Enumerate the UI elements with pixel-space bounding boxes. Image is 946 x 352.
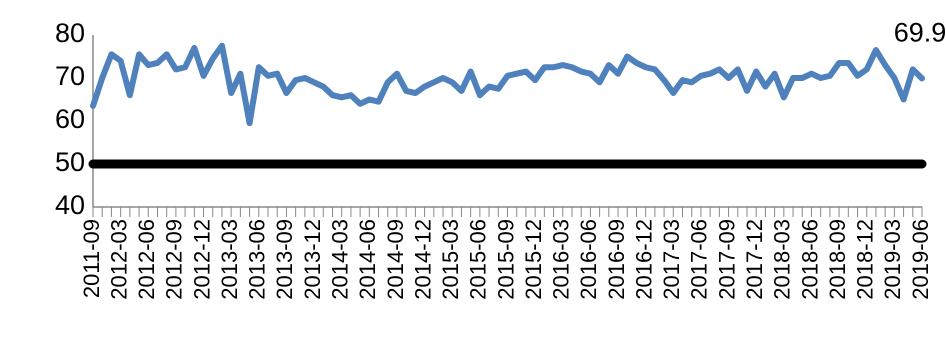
x-tick-label: 2014-09 bbox=[383, 219, 408, 300]
x-tick-label: 2013-03 bbox=[217, 219, 242, 300]
x-tick-label: 2018-06 bbox=[797, 219, 822, 300]
x-tick-label: 2015-06 bbox=[466, 219, 491, 300]
series-line bbox=[90, 42, 925, 127]
x-tick-label: 2017-06 bbox=[687, 219, 712, 300]
x-tick-label: 2018-09 bbox=[825, 219, 850, 300]
x-tick-label: 2014-12 bbox=[410, 219, 435, 300]
x-tick-label: 2016-12 bbox=[631, 219, 656, 300]
x-tick-label: 2015-12 bbox=[521, 219, 546, 300]
x-tick-label: 2018-03 bbox=[770, 219, 795, 300]
x-tick-label: 2015-03 bbox=[438, 219, 463, 300]
x-tick-label: 2015-09 bbox=[493, 219, 518, 300]
x-tick-label: 2011-09 bbox=[79, 219, 104, 298]
data-label: 69.9 bbox=[894, 18, 946, 48]
x-tick-label: 2013-12 bbox=[300, 219, 325, 300]
x-tick-label: 2016-06 bbox=[576, 219, 601, 300]
y-tick-label: 70 bbox=[55, 61, 85, 91]
y-tick-label: 50 bbox=[55, 147, 85, 177]
x-tick-label: 2017-03 bbox=[659, 219, 684, 300]
x-tick-label: 2013-09 bbox=[272, 219, 297, 300]
x-tick-label: 2012-12 bbox=[189, 219, 214, 300]
y-tick-label: 80 bbox=[55, 18, 85, 48]
x-tick-label: 2012-03 bbox=[106, 219, 131, 300]
x-tick-label: 2012-06 bbox=[134, 219, 159, 300]
y-tick-label: 40 bbox=[55, 190, 85, 220]
x-tick-label: 2018-12 bbox=[853, 219, 878, 300]
x-tick-label: 2016-03 bbox=[549, 219, 574, 300]
x-tick-label: 2017-12 bbox=[742, 219, 767, 300]
y-tick-label: 60 bbox=[55, 104, 85, 134]
x-tick-label: 2012-09 bbox=[162, 219, 187, 300]
x-tick-label: 2014-06 bbox=[355, 219, 380, 300]
x-tick-label: 2017-09 bbox=[714, 219, 739, 300]
x-tick-label: 2019-06 bbox=[908, 219, 933, 300]
x-tick-label: 2014-03 bbox=[328, 219, 353, 300]
x-tick-label: 2013-06 bbox=[245, 219, 270, 300]
x-tick-label: 2019-03 bbox=[880, 219, 905, 300]
x-tick-label: 2016-09 bbox=[604, 219, 629, 300]
